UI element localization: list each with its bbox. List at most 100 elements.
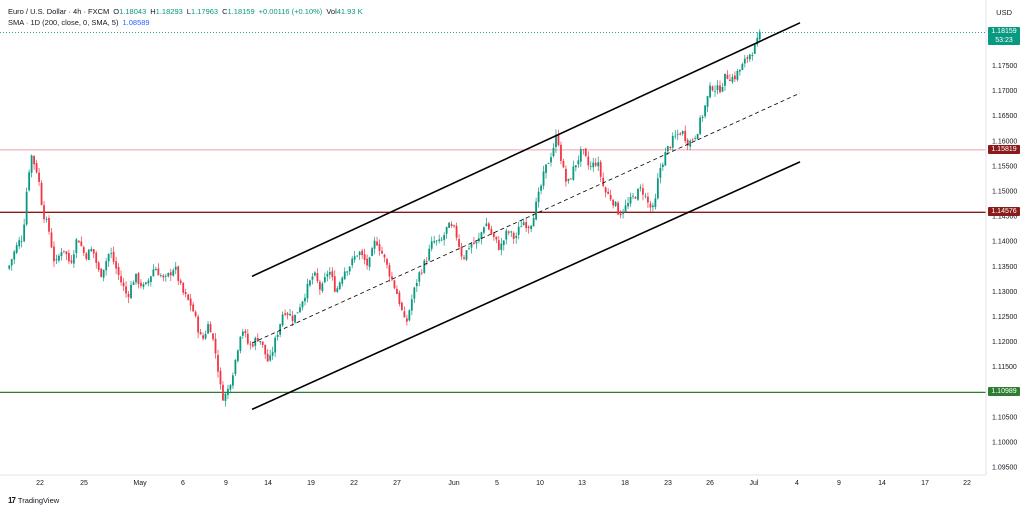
candle-body [331,271,334,278]
candle-body [525,222,528,229]
candle-body [194,311,197,317]
candle-body [236,350,239,361]
candle-body [741,63,744,70]
candle-body [177,266,180,281]
sma-indicator-label[interactable]: SMA · 1D (200, close, 0, SMA, 5) [8,18,119,27]
x-tick-label: Jun [448,480,459,487]
candle-body [15,245,18,253]
candle-body [696,133,699,139]
candle-body [249,343,252,345]
x-tick-label: 13 [578,480,586,487]
candle-body [490,228,493,234]
symbol-title[interactable]: Euro / U.S. Dollar · 4h · FXCM [8,7,110,16]
candle-body [217,355,219,372]
candle-body [117,267,120,275]
candle-body [110,253,113,255]
candle-body [403,311,406,318]
candle-body [219,370,222,385]
x-tick-label: 9 [224,480,228,487]
price-axis: 1.17500 1.17000 1.16500 1.16000 1.15500 1.150… [992,63,1017,472]
candle-body [415,282,418,287]
candle-body [25,191,28,225]
candle-body [353,256,356,260]
candle-body [560,144,562,161]
candle-body [269,355,272,361]
sma-value: 1.08589 [122,18,150,27]
candle-body [756,37,759,45]
candle-body [179,280,182,284]
candle-body [453,225,455,227]
candle-body [209,324,212,333]
tradingview-logo[interactable]: 17 TradingView [8,496,60,505]
y-tick-label: 1.16500 [992,113,1017,120]
candle-body [634,197,637,199]
low-value: 1.17963 [190,7,219,16]
candle-body [368,257,371,267]
candle-body [542,171,545,186]
candle-body [738,69,741,72]
x-tick-label: 23 [664,480,672,487]
candle-body [187,294,190,300]
candle-body [197,316,200,333]
x-tick-label: 19 [307,480,315,487]
candle-body [378,244,381,251]
candle-body [579,149,582,162]
candle-body [699,117,702,134]
candle-body [321,283,324,291]
y-tick-label: 1.11500 [992,364,1017,371]
candle-body [296,312,299,314]
candle-body [425,261,428,262]
candle-body [624,205,627,212]
candle-body [627,203,629,207]
candle-body [92,249,95,254]
candle-body [18,240,21,247]
candle-body [361,250,364,255]
candle-body [515,235,518,238]
candle-body [398,292,401,304]
candle-body [647,196,649,203]
candle-body [246,333,249,344]
open-value: 1.18043 [119,7,147,16]
chart-legend: Euro / U.S. Dollar · 4h · FXCM O1.18043 … [8,7,363,27]
candle-body [602,177,605,186]
candle-body [159,275,162,277]
candle-body [629,196,632,204]
candle-body [684,130,687,141]
x-tick-label: Jul [750,480,759,487]
candle-body [475,241,478,244]
candle-body [112,251,115,262]
y-tick-label: 1.13500 [992,264,1017,271]
candle-body [383,254,386,258]
candle-body [552,147,555,157]
candle-body [65,251,68,255]
candle-body [149,276,152,282]
candle-body [72,254,75,264]
candle-body [13,251,16,260]
currency-label[interactable]: USD [996,8,1012,17]
x-tick-label: May [133,480,147,487]
x-tick-label: 14 [264,480,272,487]
candle-body [758,31,761,40]
candle-body [316,273,319,282]
channel-lower-line [251,161,801,411]
candle-body [473,242,475,244]
y-tick-label: 1.13000 [992,289,1017,296]
candle-body [351,258,354,266]
price-tag: 1.10989 [988,387,1020,397]
candle-body [154,269,157,271]
x-tick-label: 22 [350,480,358,487]
candle-body [736,70,739,80]
candle-body [299,307,301,313]
candle-body [276,334,279,337]
candle-body [164,275,167,277]
price-tag-value: 1.18159 [991,28,1017,36]
candle-body [753,43,756,54]
candle-body [520,226,523,228]
candle-body [666,146,669,152]
change-value: +0.00116 (+0.10%) [258,7,323,16]
candle-body [107,254,110,262]
candle-body [664,151,667,166]
candle-body [20,240,23,242]
horizontal-levels [0,32,986,393]
